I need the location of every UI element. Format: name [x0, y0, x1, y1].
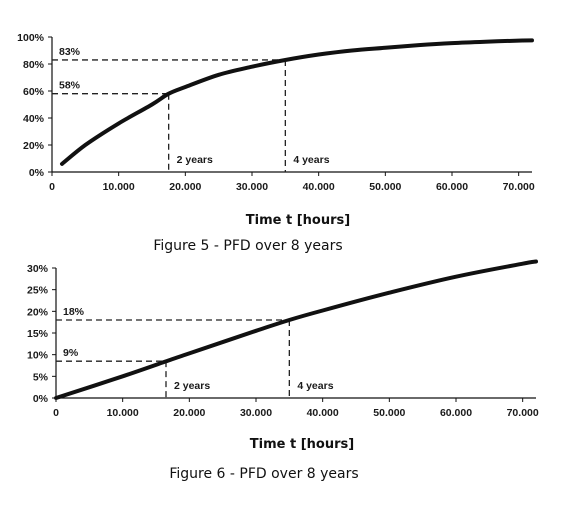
x-tick-label: 50.000	[369, 181, 401, 193]
x-tick-label: 10.000	[107, 407, 139, 419]
x-tick-label: 70.000	[507, 407, 539, 419]
series-line	[60, 38, 534, 166]
x-axis-title: Time t [hours]	[250, 437, 354, 452]
y-tick-label: 20%	[27, 306, 49, 318]
y-tick-label: 0%	[29, 167, 45, 179]
figure-caption: Figure 5 - PFD over 8 years	[153, 238, 342, 254]
x-tick-label: 20.000	[169, 181, 201, 193]
x-tick-label: 50.000	[373, 407, 405, 419]
x-tick-label: 20.000	[173, 407, 205, 419]
annotation-value-label: 58%	[59, 80, 81, 92]
y-tick-label: 60%	[23, 86, 45, 98]
x-tick-label: 10.000	[103, 181, 135, 193]
x-tick-label: 30.000	[240, 407, 272, 419]
y-tick-label: 20%	[23, 140, 45, 152]
y-tick-label: 10%	[27, 350, 49, 362]
y-tick-label: 80%	[23, 59, 45, 71]
x-tick-label: 40.000	[307, 407, 339, 419]
x-tick-label: 40.000	[303, 181, 335, 193]
figure-caption: Figure 6 - PFD over 8 years	[169, 466, 358, 482]
annotation-value-label: 9%	[63, 347, 79, 359]
y-tick-label: 40%	[23, 113, 45, 125]
annotation-time-label: 2 years	[174, 380, 210, 392]
annotation-time-label: 4 years	[293, 154, 329, 166]
y-tick-label: 100%	[17, 32, 45, 44]
annotation-value-label: 83%	[59, 46, 81, 58]
y-tick-label: 25%	[27, 285, 49, 297]
x-tick-label: 0	[53, 407, 59, 419]
x-tick-label: 60.000	[440, 407, 472, 419]
x-axis-title: Time t [hours]	[246, 213, 350, 228]
x-tick-label: 30.000	[236, 181, 268, 193]
x-tick-label: 0	[49, 181, 55, 193]
annotation-time-label: 4 years	[297, 380, 333, 392]
x-tick-label: 70.000	[503, 181, 535, 193]
y-tick-label: 5%	[33, 371, 49, 383]
y-tick-label: 30%	[27, 263, 49, 275]
y-tick-label: 0%	[33, 393, 49, 405]
x-tick-label: 60.000	[436, 181, 468, 193]
annotation-time-label: 2 years	[177, 154, 213, 166]
y-tick-label: 15%	[27, 328, 49, 340]
chart-pfd-figure6: 0% 5% 10% 15% 20% 25% 30% 0 10.000 20.000 30.000 40…	[27, 259, 539, 482]
chart-pfd-figure5: 0% 20% 40% 60% 80% 100% 0 10.000 20.000 30.000 40.…	[17, 32, 535, 254]
series-line	[54, 259, 538, 400]
annotation-value-label: 18%	[63, 306, 85, 318]
